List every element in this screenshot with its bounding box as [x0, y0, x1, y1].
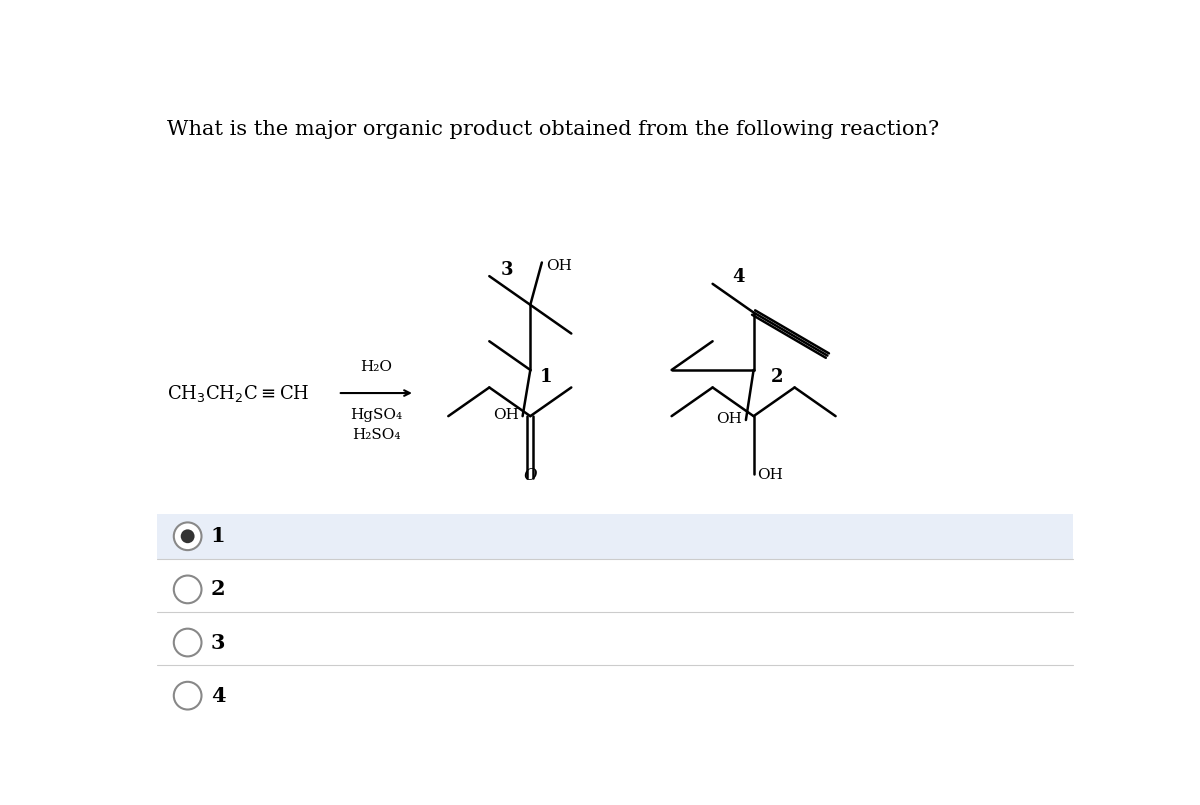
Text: CH$_3$CH$_2$C$\equiv$CH: CH$_3$CH$_2$C$\equiv$CH — [167, 382, 310, 403]
Text: What is the major organic product obtained from the following reaction?: What is the major organic product obtain… — [167, 120, 938, 138]
Text: 4: 4 — [732, 268, 744, 287]
Text: 3: 3 — [211, 633, 226, 653]
FancyBboxPatch shape — [157, 514, 1073, 559]
Text: 1: 1 — [211, 526, 226, 547]
Text: 2: 2 — [770, 368, 782, 386]
Circle shape — [174, 522, 202, 550]
Text: HgSO₄: HgSO₄ — [350, 408, 402, 423]
Text: H₂SO₄: H₂SO₄ — [352, 428, 401, 443]
Text: H₂O: H₂O — [360, 360, 392, 374]
Text: OH: OH — [716, 412, 742, 426]
Text: 3: 3 — [500, 261, 514, 279]
Text: OH: OH — [757, 468, 784, 481]
Text: O: O — [523, 467, 538, 484]
Text: 2: 2 — [211, 580, 226, 600]
Text: 4: 4 — [211, 686, 226, 706]
Text: 1: 1 — [540, 368, 552, 386]
Text: OH: OH — [546, 258, 571, 273]
Text: OH: OH — [493, 408, 518, 423]
Circle shape — [181, 530, 194, 543]
